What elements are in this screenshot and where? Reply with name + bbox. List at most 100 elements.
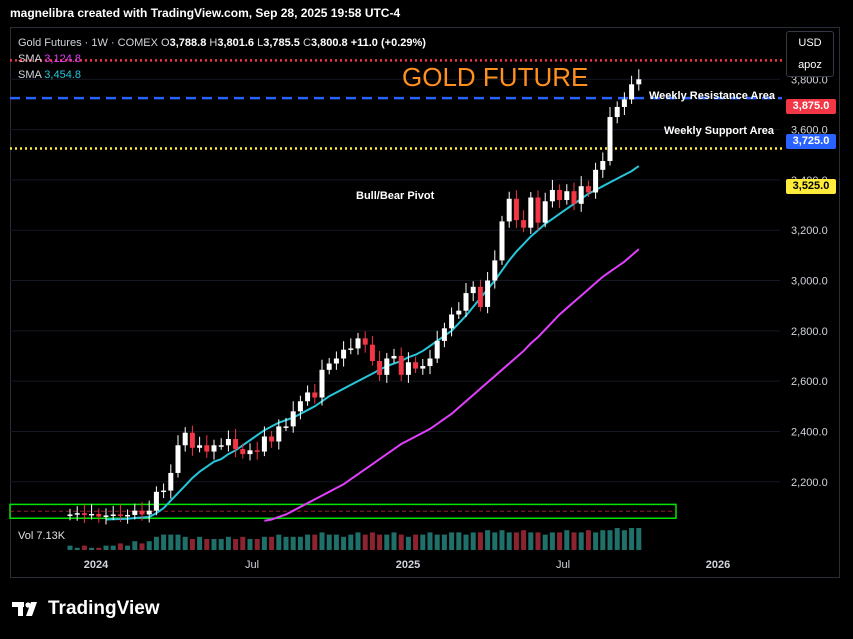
- legend-sma-slow-row[interactable]: SMA 3,124.8: [18, 51, 426, 67]
- close-label: C: [302, 37, 311, 49]
- legend-sma-fast-row[interactable]: SMA 3,454.8: [18, 67, 426, 83]
- volume-bar: [355, 532, 361, 550]
- x-tick-label: Jul: [556, 559, 570, 571]
- volume-bar: [549, 532, 555, 550]
- candle-body: [636, 79, 642, 85]
- close-value: 3,800.8: [310, 37, 348, 49]
- candle-body: [74, 513, 80, 515]
- y-tick-label: 3,200.0: [791, 225, 828, 237]
- volume-bar: [117, 543, 123, 550]
- volume-bar: [614, 528, 620, 550]
- candle-body: [485, 280, 491, 307]
- volume-bar: [593, 532, 599, 550]
- sma-slow-value: 3,124.8: [44, 53, 81, 65]
- volume-bar: [398, 534, 404, 550]
- high-value: 3,801.6: [217, 37, 255, 49]
- candle-body: [297, 401, 303, 412]
- candle-body: [564, 191, 570, 201]
- volume-bar: [528, 532, 534, 550]
- candle-body: [499, 221, 505, 261]
- candle-body: [146, 510, 152, 515]
- candle-body: [600, 161, 606, 170]
- candle-body: [521, 220, 527, 228]
- volume-bar: [74, 547, 80, 550]
- open-label: O: [161, 37, 170, 49]
- candle-body: [125, 514, 131, 517]
- candle-body: [528, 197, 534, 228]
- sma-fast-value: 3,454.8: [44, 69, 81, 81]
- volume-bar: [233, 539, 239, 550]
- volume-bar: [405, 536, 411, 550]
- candle-body: [283, 426, 289, 428]
- volume-bar: [204, 539, 210, 550]
- candle-body: [182, 432, 188, 446]
- currency-code: USD: [798, 37, 822, 49]
- volume-bar: [153, 536, 159, 550]
- x-tick-label: 2026: [706, 559, 730, 571]
- volume-bar: [506, 532, 512, 550]
- volume-bar: [571, 532, 577, 550]
- candle-body: [110, 514, 116, 516]
- candle-body: [225, 438, 231, 446]
- y-tick-label: 2,600.0: [791, 376, 828, 388]
- volume-bar: [564, 530, 570, 550]
- resistance-annotation: Weekly Resistance Area: [649, 90, 775, 102]
- volume-bar: [312, 534, 318, 550]
- candle-body: [535, 197, 541, 223]
- chart-legend: Gold Futures · 1W · COMEX O3,788.8 H3,80…: [18, 35, 426, 83]
- y-tick-label: 3,800.0: [791, 74, 828, 86]
- candle-body: [333, 358, 339, 364]
- volume-bar: [463, 534, 469, 550]
- candle-body: [542, 201, 548, 223]
- volume-bar: [319, 532, 325, 550]
- low-label: L: [257, 37, 264, 49]
- volume-bar: [67, 545, 73, 550]
- volume-bar: [391, 532, 397, 550]
- currency-selector[interactable]: USD apoz: [786, 31, 834, 77]
- y-tick-label: 3,000.0: [791, 276, 828, 288]
- tradingview-logo-icon: [12, 602, 37, 616]
- volume-bar: [535, 532, 541, 550]
- volume-bar: [521, 530, 527, 550]
- brand-name: TradingView: [48, 598, 160, 619]
- y-tick-label: 2,400.0: [791, 426, 828, 438]
- y-tick-label: 3,600.0: [791, 125, 828, 137]
- candle-body: [377, 361, 383, 375]
- volume-bar: [600, 530, 606, 550]
- chart-caption: magnelibra created with TradingView.com,…: [10, 6, 401, 20]
- candle-body: [189, 432, 195, 448]
- volume-bar: [225, 536, 231, 550]
- volume-bar: [89, 547, 95, 550]
- candle-body: [204, 445, 210, 452]
- candle-body: [405, 362, 411, 375]
- support-price-badge: 3,725.0: [786, 134, 836, 149]
- volume-bar: [456, 532, 462, 550]
- candle-body: [427, 358, 433, 367]
- support-annotation: Weekly Support Area: [664, 125, 775, 137]
- candle-body: [398, 355, 404, 375]
- volume-bar: [197, 536, 203, 550]
- y-tick-label: 2,800.0: [791, 326, 828, 338]
- candle-body: [362, 338, 368, 345]
- volume-bar: [81, 545, 87, 550]
- sma-fast-line: [105, 165, 640, 521]
- x-tick-label: 2024: [84, 559, 109, 571]
- volume-bar: [297, 536, 303, 550]
- candle-body: [621, 99, 627, 107]
- volume-bar: [585, 530, 591, 550]
- volume-bar: [125, 545, 131, 550]
- candle-body: [312, 392, 318, 398]
- candle-body: [153, 491, 159, 511]
- chart-frame[interactable]: [10, 27, 840, 578]
- candle-body: [211, 445, 217, 452]
- volume-bar: [247, 539, 253, 550]
- candle-body: [607, 117, 613, 162]
- volume-bar: [441, 534, 447, 550]
- pivot-price-badge: 3,525.0: [786, 179, 836, 194]
- candle-body: [463, 293, 469, 311]
- volume-bar: [333, 534, 339, 550]
- candle-body: [197, 445, 203, 448]
- symbol-name[interactable]: Gold Futures · 1W · COMEX: [18, 37, 158, 49]
- candle-body: [103, 515, 109, 517]
